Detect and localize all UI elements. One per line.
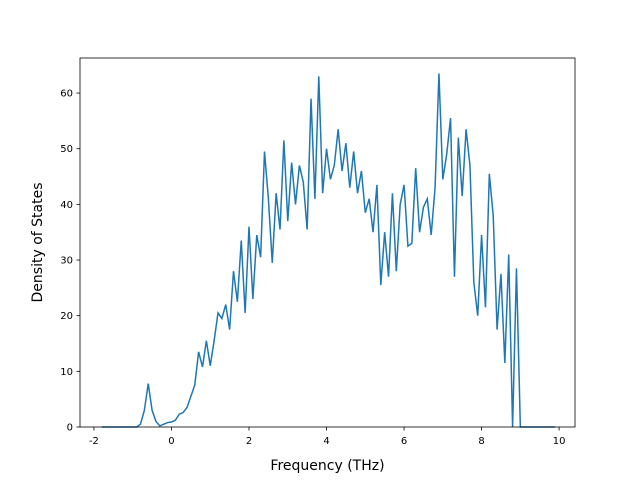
x-axis-label: Frequency (THz): [270, 458, 384, 474]
line: [101, 73, 556, 428]
y-tick-label: 40: [60, 200, 73, 211]
y-tick-label: 60: [60, 89, 73, 100]
y-axis-label: Density of States: [30, 183, 46, 303]
y-tick-label: 30: [60, 256, 73, 267]
x-tick-label: 6: [401, 436, 407, 447]
x-tick-label: 4: [323, 436, 329, 447]
x-tick-label: 2: [246, 436, 252, 447]
x-tick-label: 8: [478, 436, 484, 447]
y-tick-label: 0: [67, 423, 73, 434]
y-tick-label: 10: [60, 367, 73, 378]
x-tick-label: -2: [89, 436, 99, 447]
plot-frame: [79, 57, 576, 428]
x-tick-label: 10: [553, 436, 566, 447]
y-tick-label: 20: [60, 311, 73, 322]
x-tick-label: 0: [168, 436, 174, 447]
y-tick-label: 50: [60, 144, 73, 155]
